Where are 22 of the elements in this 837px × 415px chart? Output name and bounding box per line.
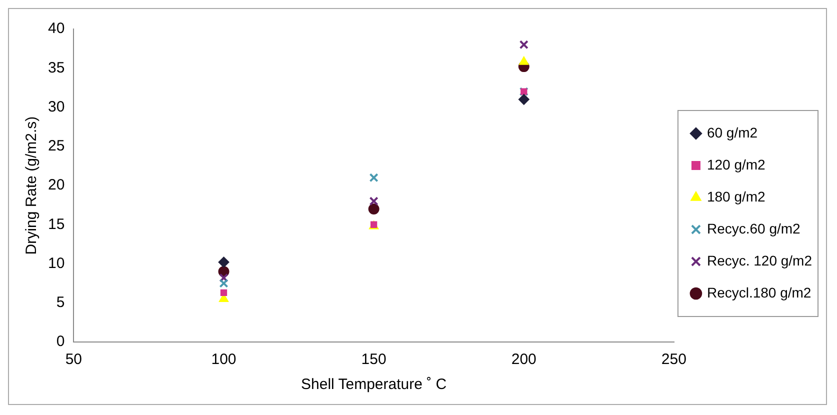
y-tick-label: 25 <box>48 138 65 155</box>
legend-label: 60 g/m2 <box>706 124 758 140</box>
y-tick-label: 0 <box>56 333 65 350</box>
legend-label: Recycl.180 g/m2 <box>706 284 812 300</box>
x-tick-label: 250 <box>661 351 686 368</box>
y-tick-label: 10 <box>48 254 65 272</box>
y-tick-label: 35 <box>48 59 65 76</box>
x-tick-label: 200 <box>511 351 536 368</box>
legend-label: Recyc. 120 g/m2 <box>706 252 812 268</box>
legend-label: 120 g/m2 <box>706 156 766 172</box>
x-tick-label: 50 <box>65 351 82 368</box>
y-tick-label: 20 <box>48 176 65 194</box>
y-tick-label: 30 <box>48 98 65 116</box>
legend-label: 180 g/m2 <box>706 188 766 204</box>
y-axis-title: Drying Rate (g/m2.s) <box>23 116 40 255</box>
x-tick-label: 100 <box>211 351 236 368</box>
y-tick-label: 15 <box>48 216 65 233</box>
x-tick-label: 150 <box>361 351 386 368</box>
legend-label: Recyc.60 g/m2 <box>706 220 801 236</box>
x-axis-title: Shell Temperature ˚ C <box>301 376 447 394</box>
y-tick-label: 40 <box>48 20 65 38</box>
y-tick-label: 5 <box>56 294 65 312</box>
